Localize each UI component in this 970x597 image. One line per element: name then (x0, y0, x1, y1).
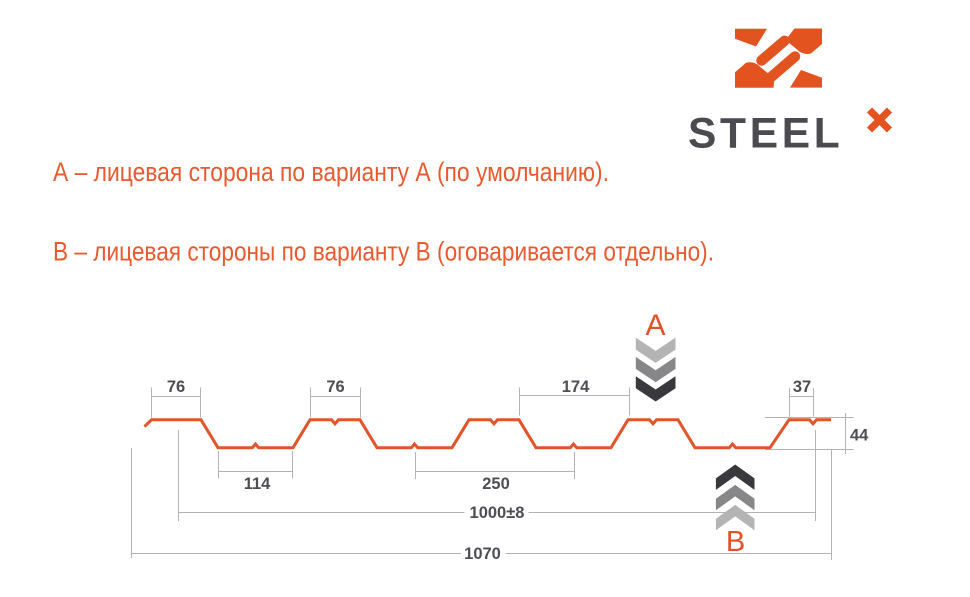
svg-text:STEEL: STEEL (688, 111, 843, 158)
svg-text:В – лицевая стороны по вариант: В – лицевая стороны по варианту В (огова… (53, 237, 714, 267)
svg-text:114: 114 (244, 475, 271, 493)
svg-text:A: A (645, 309, 665, 342)
svg-text:250: 250 (482, 475, 510, 493)
svg-text:174: 174 (562, 378, 590, 396)
svg-text:1070: 1070 (464, 545, 501, 563)
svg-text:76: 76 (326, 378, 344, 396)
svg-text:B: B (726, 526, 745, 558)
svg-text:А – лицевая сторона по вариант: А – лицевая сторона по варианту А (по ум… (53, 157, 609, 187)
svg-text:44: 44 (850, 427, 869, 445)
svg-text:1000±8: 1000±8 (470, 504, 525, 522)
svg-text:37: 37 (793, 378, 811, 396)
svg-text:76: 76 (167, 378, 185, 396)
